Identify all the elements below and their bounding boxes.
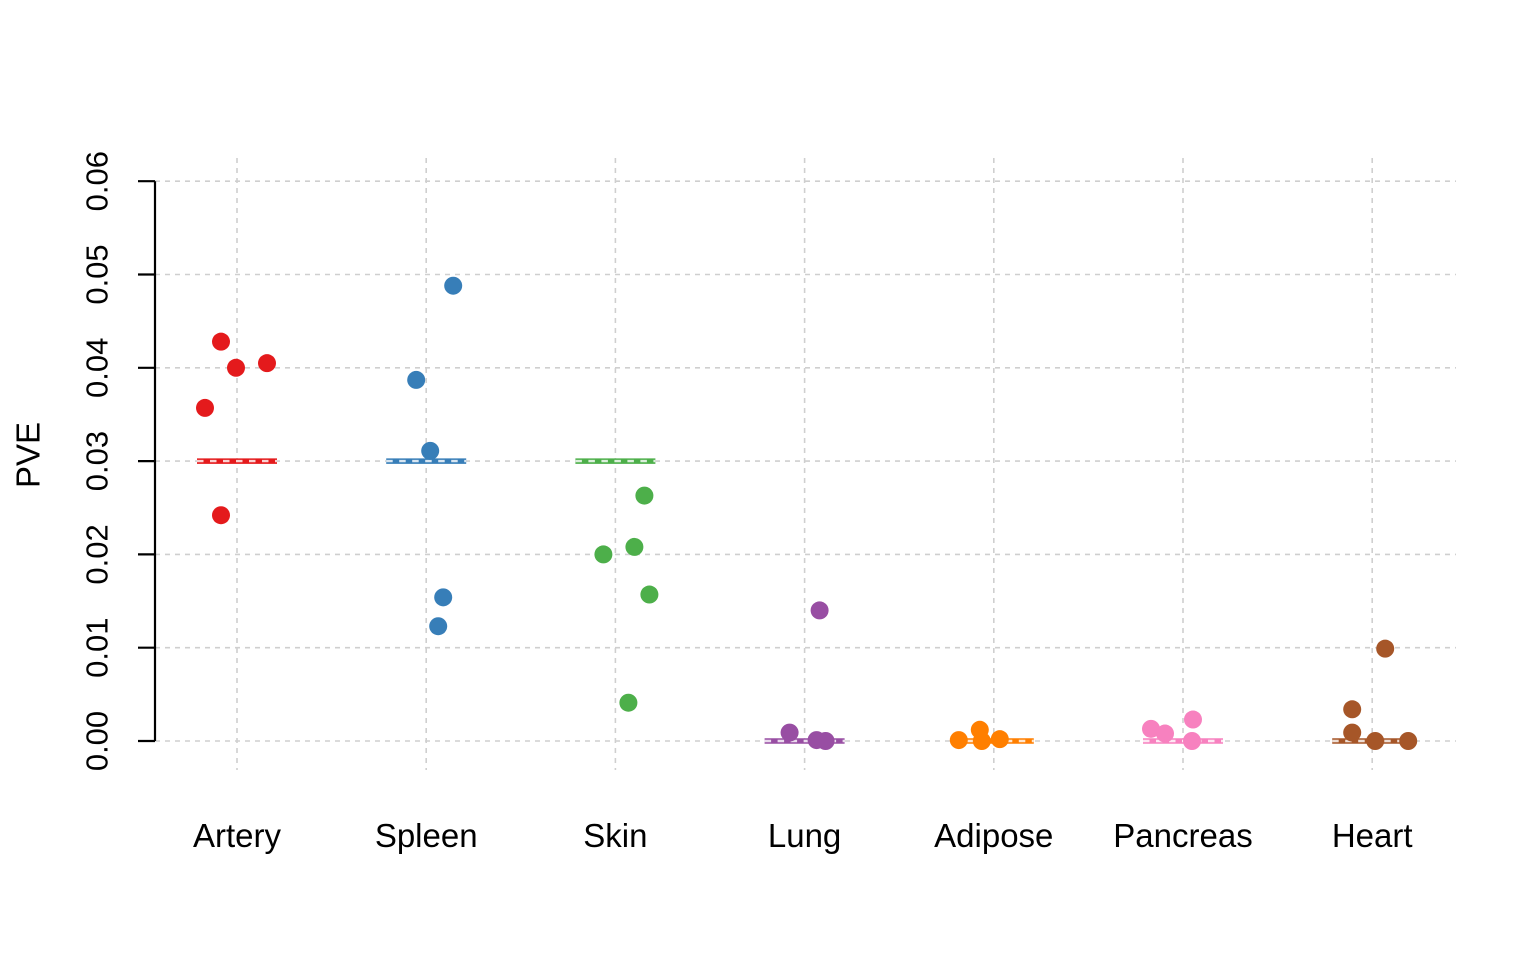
data-point-adipose [949, 731, 968, 750]
data-point-spleen [444, 276, 463, 295]
data-point-artery [212, 332, 230, 351]
data-point-spleen [434, 588, 453, 607]
category-label-pancreas: Pancreas [1113, 817, 1252, 854]
data-point-pancreas [1156, 724, 1174, 743]
data-point-adipose [972, 732, 991, 750]
data-point-heart [1376, 639, 1395, 658]
y-tick-label-0.05: 0.05 [80, 244, 115, 304]
category-label-heart: Heart [1332, 817, 1413, 854]
y-tick-label-0.03: 0.03 [80, 431, 115, 491]
data-point-heart [1343, 723, 1362, 742]
data-point-artery [212, 506, 230, 525]
data-point-heart [1399, 732, 1418, 750]
data-point-artery [196, 398, 214, 417]
data-point-adipose [990, 730, 1009, 749]
data-point-skin [635, 486, 654, 505]
y-axis-title: PVE [10, 422, 47, 488]
data-point-pancreas [1142, 719, 1160, 738]
y-tick-label-0.00: 0.00 [80, 711, 115, 771]
data-point-artery [258, 354, 276, 373]
category-label-skin: Skin [583, 817, 647, 854]
data-point-lung [810, 601, 829, 620]
category-label-spleen: Spleen [375, 817, 478, 854]
data-point-spleen [407, 370, 426, 389]
data-point-skin [625, 537, 644, 556]
data-point-lung [816, 732, 835, 750]
category-label-adipose: Adipose [934, 817, 1053, 854]
data-point-artery [227, 358, 245, 377]
data-point-skin [594, 545, 613, 564]
data-point-lung [780, 723, 799, 742]
category-label-lung: Lung [768, 817, 841, 854]
data-point-skin [640, 585, 659, 604]
data-point-heart [1343, 700, 1362, 719]
data-point-spleen [421, 441, 440, 460]
data-point-spleen [429, 617, 448, 636]
y-tick-label-0.06: 0.06 [80, 151, 115, 211]
y-tick-label-0.02: 0.02 [80, 524, 115, 584]
data-point-skin [619, 693, 638, 712]
data-point-pancreas [1184, 710, 1202, 729]
data-point-pancreas [1183, 732, 1201, 750]
y-tick-label-0.04: 0.04 [80, 338, 115, 398]
data-point-heart [1366, 732, 1385, 750]
category-label-artery: Artery [193, 817, 282, 854]
y-tick-label-0.01: 0.01 [80, 618, 115, 678]
